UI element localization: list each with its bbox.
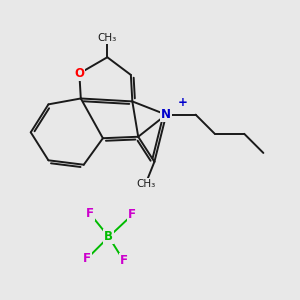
Text: O: O <box>74 67 84 80</box>
Text: N: N <box>161 108 171 121</box>
Text: +: + <box>177 96 187 110</box>
Text: B: B <box>104 230 113 243</box>
Text: F: F <box>119 254 128 267</box>
Text: CH₃: CH₃ <box>136 179 155 189</box>
Text: F: F <box>128 208 136 221</box>
Text: CH₃: CH₃ <box>98 33 117 43</box>
Text: F: F <box>85 207 94 220</box>
Text: F: F <box>83 252 91 266</box>
